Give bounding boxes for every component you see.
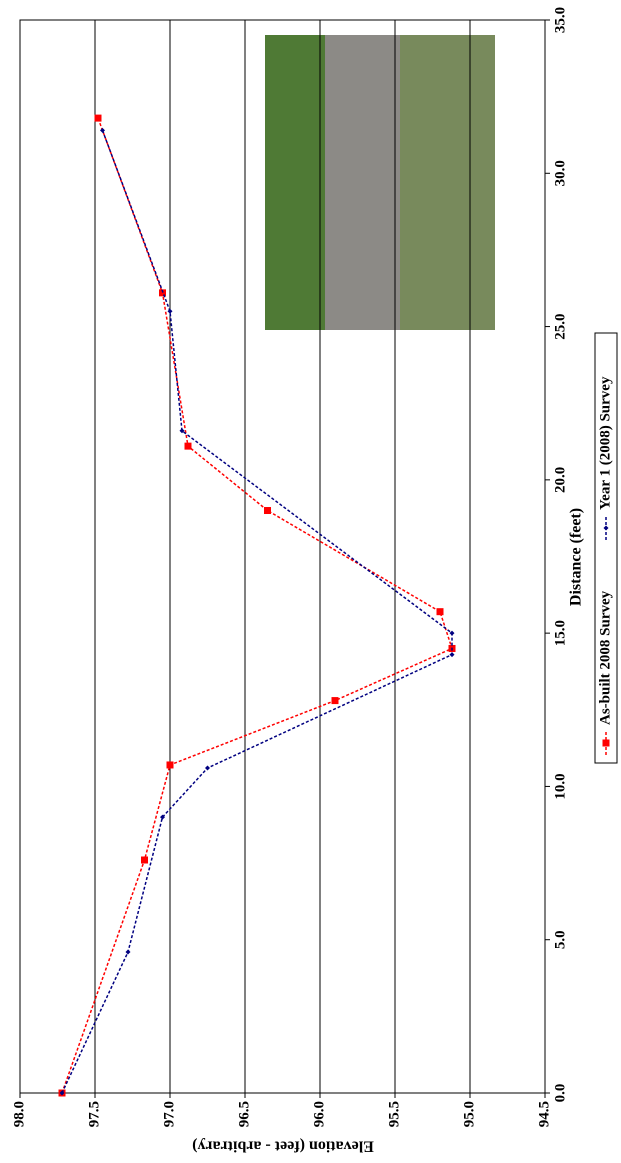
y-tick-label: 96.0 (311, 1101, 327, 1127)
marker (436, 608, 444, 616)
y-tick-label: 95.5 (386, 1101, 402, 1127)
marker (59, 1090, 65, 1096)
y-axis-title: Elevation (feet - arbitrary) (192, 1137, 374, 1154)
legend-label: Year 1 (2008) Survey (597, 376, 613, 510)
marker (125, 949, 131, 955)
marker (449, 630, 455, 636)
y-tick-label: 97.0 (161, 1101, 177, 1127)
x-tick-label: 10.0 (552, 773, 568, 799)
marker (184, 442, 192, 450)
marker (94, 114, 102, 122)
marker (100, 127, 105, 133)
x-tick-label: 35.0 (552, 7, 568, 33)
x-tick-label: 25.0 (552, 313, 568, 339)
y-tick-label: 98.0 (11, 1101, 27, 1127)
x-tick-label: 20.0 (552, 467, 568, 493)
y-tick-label: 94.5 (536, 1101, 552, 1127)
legend-marker (603, 525, 609, 531)
legend: As-built 2008 Survey Year 1 (2008) Survey (594, 332, 618, 764)
marker (205, 765, 210, 771)
x-tick-label: 5.0 (552, 930, 568, 949)
marker (179, 428, 185, 434)
photo-grass (265, 35, 325, 330)
y-tick-label: 95.0 (461, 1101, 477, 1127)
marker (160, 814, 165, 820)
x-tick-label: 15.0 (552, 620, 568, 646)
legend-marker (602, 739, 610, 747)
marker (141, 856, 148, 864)
marker (331, 697, 339, 705)
y-tick-label: 96.5 (236, 1101, 252, 1127)
legend-box (594, 332, 618, 764)
legend-label: As-built 2008 Survey (597, 590, 613, 725)
y-tick-label: 97.5 (86, 1101, 102, 1127)
marker (264, 507, 271, 515)
series-line (61, 117, 453, 1094)
marker (167, 308, 173, 314)
x-tick-label: 0.0 (552, 1084, 568, 1103)
marker (449, 652, 455, 658)
marker (166, 761, 174, 769)
photo-vegetation (400, 35, 495, 330)
x-tick-label: 30.0 (552, 160, 568, 186)
x-axis-title: Distance (feet) (568, 508, 585, 606)
